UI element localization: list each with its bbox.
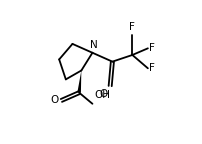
Polygon shape [77,71,81,93]
Text: O: O [100,89,108,99]
Text: F: F [149,63,155,73]
Text: OH: OH [94,90,110,101]
Text: N: N [90,40,98,50]
Text: F: F [129,22,135,32]
Text: O: O [50,95,59,105]
Text: F: F [149,43,155,53]
